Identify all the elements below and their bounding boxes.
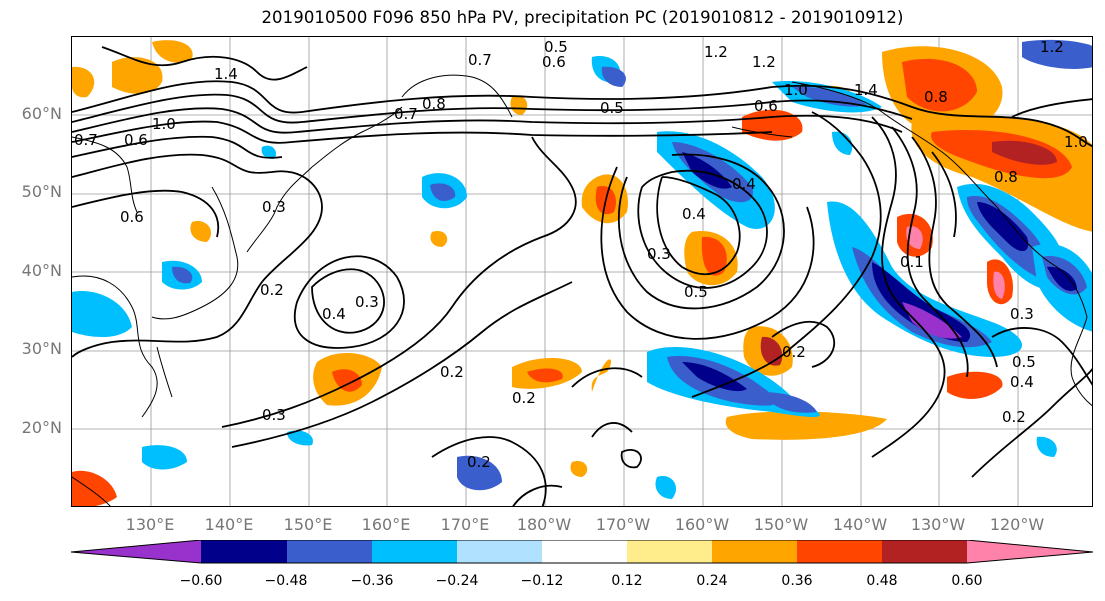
colorbar-segment — [287, 540, 372, 563]
contour-label: 0.1 — [900, 253, 924, 271]
lon-label: 140°W — [832, 515, 888, 534]
contour-label: 1.4 — [854, 81, 878, 99]
contour-label-group: 1.4 1.0 0.7 0.6 0.5 0.7 0.6 1.2 1.2 1.2 … — [74, 38, 1088, 471]
contour-label: 1.4 — [214, 65, 238, 83]
colorbar-segment — [797, 540, 882, 563]
lon-label: 170°W — [595, 515, 651, 534]
contour-label: 0.5 — [684, 283, 708, 301]
contour-label: 0.3 — [262, 406, 286, 424]
pv-contours — [72, 46, 1092, 506]
contour-label: 0.4 — [322, 305, 346, 323]
lat-label: 60°N — [21, 104, 62, 123]
contour-label: 0.3 — [1010, 305, 1034, 323]
map-canvas: 1.4 1.0 0.7 0.6 0.5 0.7 0.6 1.2 1.2 1.2 … — [72, 37, 1092, 506]
colorbar-tick-label: 0.36 — [781, 573, 813, 589]
contour-label: 1.2 — [704, 43, 728, 61]
contour-label: 0.2 — [260, 281, 284, 299]
lon-label: 140°E — [204, 515, 254, 534]
colorbar-segment — [967, 540, 1093, 563]
contour-label: 0.6 — [120, 208, 144, 226]
contour-label: 0.7 — [394, 105, 418, 123]
colorbar-tick-label: −0.36 — [350, 573, 394, 589]
contour-label: 1.2 — [1040, 38, 1064, 56]
contour-label: 0.7 — [468, 51, 492, 69]
contour-label: 0.3 — [355, 293, 379, 311]
colorbar-segment — [712, 540, 797, 563]
contour-label: 0.4 — [682, 205, 706, 223]
colorbar-segment — [201, 540, 287, 563]
colorbar-outline — [70, 540, 1094, 564]
lat-label: 30°N — [21, 339, 62, 358]
contour-label: 0.5 — [600, 99, 624, 117]
contour-label: 0.2 — [1002, 408, 1026, 426]
contour-label: 0.4 — [732, 175, 756, 193]
contour-label: 1.0 — [1064, 133, 1088, 151]
colorbar-tick-label: −0.24 — [435, 573, 479, 589]
colorbar-tick-label: −0.12 — [520, 573, 564, 589]
precip-positive-shading — [72, 40, 1092, 506]
contour-label: 1.0 — [784, 81, 808, 99]
lon-label: 160°E — [361, 515, 411, 534]
contour-label: 0.8 — [924, 88, 948, 106]
colorbar-segment — [882, 540, 967, 563]
colorbar-tick-label: 0.12 — [611, 573, 643, 589]
contour-label: 0.6 — [542, 53, 566, 71]
lon-label: 130°E — [125, 515, 175, 534]
colorbar-tick-label: 0.48 — [866, 573, 898, 589]
colorbar-segment — [542, 540, 627, 563]
lon-label: 160°W — [674, 515, 730, 534]
precip-negative-shading — [72, 39, 1092, 499]
contour-label: 0.2 — [782, 343, 806, 361]
colorbar — [70, 540, 1094, 564]
contour-label: 0.6 — [754, 97, 778, 115]
lon-label: 180°W — [516, 515, 572, 534]
contour-label: 0.6 — [124, 131, 148, 149]
map-panel: 1.4 1.0 0.7 0.6 0.5 0.7 0.6 1.2 1.2 1.2 … — [71, 36, 1093, 507]
colorbar-segment — [457, 540, 542, 563]
contour-label: 0.2 — [440, 363, 464, 381]
lat-label: 20°N — [21, 418, 62, 437]
lat-label: 50°N — [21, 182, 62, 201]
colorbar-tick-label: −0.48 — [264, 573, 308, 589]
contour-label: 0.7 — [74, 131, 98, 149]
contour-label: 0.3 — [647, 245, 671, 263]
contour-label: 0.2 — [467, 453, 491, 471]
colorbar-segment — [627, 540, 712, 563]
contour-label: 1.2 — [752, 53, 776, 71]
contour-label: 0.5 — [1012, 353, 1036, 371]
contour-label: 0.5 — [544, 38, 568, 56]
contour-label: 1.0 — [152, 115, 176, 133]
contour-label: 0.8 — [994, 168, 1018, 186]
lon-label: 170°E — [440, 515, 490, 534]
lon-label: 150°W — [753, 515, 809, 534]
colorbar-segment — [372, 540, 457, 563]
colorbar-tick-label: −0.60 — [179, 573, 223, 589]
lon-label: 150°E — [283, 515, 333, 534]
lon-label: 120°W — [989, 515, 1045, 534]
lat-label: 40°N — [21, 261, 62, 280]
colorbar-tick-label: 0.60 — [951, 573, 983, 589]
contour-label: 0.8 — [422, 95, 446, 113]
lon-label: 130°W — [910, 515, 966, 534]
map-title: 2019010500 F096 850 hPa PV, precipitatio… — [261, 8, 904, 27]
colorbar-segment — [70, 540, 201, 563]
colorbar-tick-label: 0.24 — [696, 573, 728, 589]
contour-label: 0.3 — [262, 198, 286, 216]
contour-label: 0.2 — [512, 389, 536, 407]
contour-label: 0.4 — [1010, 373, 1034, 391]
